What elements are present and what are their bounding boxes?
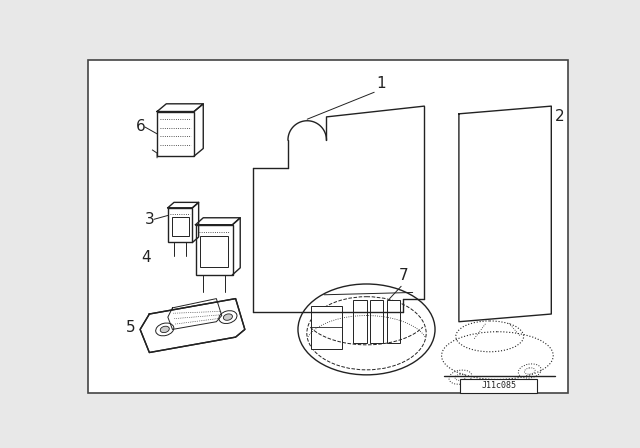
Ellipse shape: [160, 326, 170, 332]
Ellipse shape: [156, 323, 174, 336]
Bar: [353, 300, 367, 343]
Text: 1: 1: [376, 76, 386, 90]
Ellipse shape: [219, 310, 237, 323]
Polygon shape: [140, 299, 245, 353]
Bar: [172, 217, 189, 236]
Bar: [369, 300, 383, 343]
Ellipse shape: [223, 314, 232, 320]
Text: 4: 4: [141, 250, 151, 265]
Ellipse shape: [298, 284, 435, 375]
Text: 3: 3: [145, 212, 154, 227]
Bar: [387, 300, 401, 343]
Text: 7: 7: [399, 268, 408, 283]
Bar: [460, 379, 538, 392]
Bar: [157, 112, 194, 156]
Bar: [200, 236, 228, 267]
Bar: [168, 208, 193, 242]
Text: 5: 5: [126, 319, 136, 335]
Text: 2: 2: [555, 109, 564, 124]
Text: J11c085: J11c085: [481, 381, 516, 390]
Bar: [311, 306, 342, 349]
Text: 6: 6: [136, 120, 145, 134]
Bar: [196, 225, 232, 275]
